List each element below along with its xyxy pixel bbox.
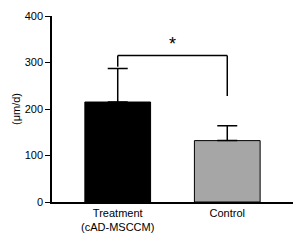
svg-text:400: 400 — [25, 10, 43, 22]
svg-text:200: 200 — [25, 103, 43, 115]
svg-text:Control: Control — [210, 207, 245, 219]
svg-text:Treatment(cAD-MSCCM): Treatment(cAD-MSCCM) — [81, 207, 154, 233]
svg-text:100: 100 — [25, 149, 43, 161]
svg-text:300: 300 — [25, 56, 43, 68]
svg-text:(μm/d): (μm/d) — [10, 93, 22, 125]
svg-text:0: 0 — [37, 196, 43, 208]
svg-text:*: * — [169, 34, 176, 54]
